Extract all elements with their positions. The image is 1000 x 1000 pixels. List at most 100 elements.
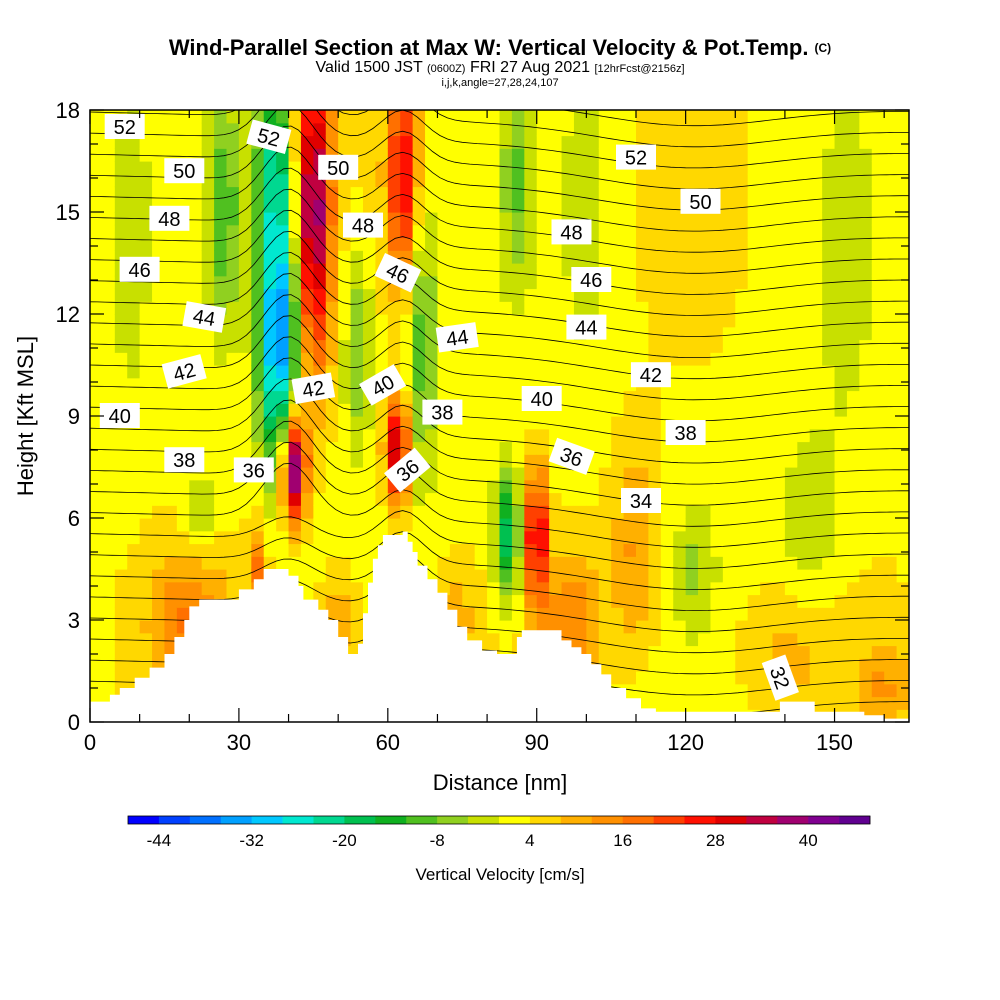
- velocity-cell: [300, 479, 314, 494]
- velocity-cell: [710, 479, 724, 494]
- velocity-cell: [487, 390, 501, 404]
- velocity-cell: [276, 186, 290, 200]
- velocity-cell: [722, 492, 736, 506]
- velocity-cell: [735, 543, 749, 557]
- velocity-cell: [325, 314, 339, 328]
- velocity-cell: [511, 467, 525, 481]
- velocity-cell: [114, 505, 128, 519]
- velocity-cell: [846, 288, 860, 302]
- velocity-cell: [586, 173, 600, 188]
- velocity-cell: [660, 658, 674, 672]
- colorbar-swatch: [344, 816, 376, 824]
- velocity-cell: [623, 390, 637, 404]
- velocity-cell: [747, 428, 761, 443]
- velocity-cell: [648, 237, 662, 251]
- velocity-cell: [549, 594, 563, 608]
- velocity-cell: [871, 530, 885, 545]
- velocity-cell: [660, 492, 674, 506]
- velocity-cell: [784, 288, 798, 302]
- velocity-cell: [648, 671, 662, 685]
- velocity-cell: [164, 594, 178, 608]
- velocity-cell: [561, 428, 575, 443]
- velocity-cell: [400, 199, 414, 213]
- velocity-cell: [524, 428, 538, 443]
- velocity-cell: [536, 173, 550, 188]
- velocity-cell: [474, 390, 488, 404]
- velocity-cell: [896, 224, 909, 239]
- velocity-cell: [524, 467, 538, 481]
- velocity-cell: [139, 377, 153, 392]
- velocity-cell: [871, 416, 885, 430]
- velocity-cell: [238, 543, 252, 557]
- velocity-cell: [425, 479, 439, 494]
- velocity-cell: [784, 620, 798, 634]
- velocity-cell: [238, 199, 252, 213]
- velocity-cell: [499, 530, 513, 545]
- velocity-cell: [474, 275, 488, 290]
- velocity-cell: [164, 479, 178, 494]
- velocity-cell: [251, 377, 265, 392]
- velocity-cell: [698, 620, 712, 634]
- velocity-cell: [884, 428, 898, 443]
- velocity-cell: [809, 339, 823, 353]
- colorbar-swatch: [375, 816, 407, 824]
- velocity-cell: [660, 390, 674, 404]
- velocity-cell: [809, 632, 823, 647]
- velocity-cell: [611, 390, 625, 404]
- velocity-cell: [772, 403, 786, 417]
- velocity-cell: [846, 110, 860, 124]
- velocity-cell: [797, 671, 811, 685]
- velocity-cell: [859, 301, 873, 315]
- velocity-cell: [660, 569, 674, 583]
- velocity-cell: [437, 365, 451, 379]
- velocity-cell: [710, 263, 724, 277]
- velocity-cell: [797, 314, 811, 328]
- velocity-cell: [338, 492, 352, 506]
- velocity-cell: [536, 148, 550, 162]
- velocity-cell: [772, 212, 786, 226]
- velocity-cell: [375, 352, 389, 366]
- velocity-cell: [710, 441, 724, 455]
- velocity-cell: [536, 518, 550, 532]
- velocity-cell: [350, 352, 364, 366]
- velocity-cell: [226, 326, 240, 341]
- velocity-cell: [102, 620, 116, 634]
- velocity-cell: [660, 301, 674, 315]
- velocity-cell: [598, 492, 612, 506]
- velocity-cell: [511, 122, 525, 137]
- velocity-cell: [325, 505, 339, 519]
- velocity-cell: [822, 173, 836, 188]
- velocity-cell: [772, 492, 786, 506]
- velocity-cell: [90, 556, 104, 570]
- velocity-cell: [164, 569, 178, 583]
- velocity-cell: [487, 505, 501, 519]
- velocity-cell: [487, 569, 501, 583]
- velocity-cell: [350, 326, 364, 341]
- velocity-cell: [871, 263, 885, 277]
- velocity-cell: [511, 288, 525, 302]
- velocity-cell: [648, 658, 662, 672]
- velocity-cell: [313, 530, 327, 545]
- velocity-cell: [300, 135, 314, 149]
- velocity-cell: [524, 122, 538, 137]
- velocity-cell: [710, 301, 724, 315]
- velocity-cell: [276, 492, 290, 506]
- velocity-cell: [561, 301, 575, 315]
- contour-label-box: [246, 119, 292, 154]
- velocity-cell: [648, 632, 662, 647]
- velocity-cell: [834, 607, 848, 621]
- velocity-cell: [859, 314, 873, 328]
- velocity-cell: [784, 416, 798, 430]
- velocity-cell: [536, 467, 550, 481]
- velocity-cell: [226, 390, 240, 404]
- velocity-cell: [834, 505, 848, 519]
- velocity-cell: [710, 135, 724, 149]
- velocity-cell: [152, 428, 166, 443]
- velocity-cell: [350, 441, 364, 455]
- velocity-cell: [561, 530, 575, 545]
- velocity-cell: [896, 326, 909, 341]
- velocity-cell: [387, 237, 401, 251]
- velocity-cell: [710, 122, 724, 137]
- velocity-cell: [648, 390, 662, 404]
- velocity-cell: [288, 518, 302, 532]
